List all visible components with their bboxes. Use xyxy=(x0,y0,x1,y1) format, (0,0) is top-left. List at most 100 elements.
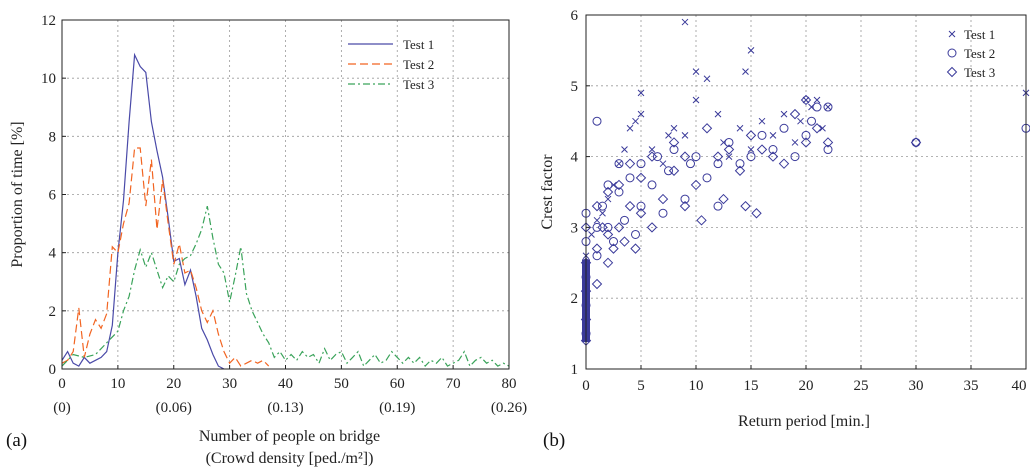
x-tick-label: 20 xyxy=(166,376,181,392)
data-point xyxy=(756,144,768,155)
y-axis-label: Proportion of time [%] xyxy=(9,121,26,267)
data-point xyxy=(608,243,619,254)
x-tick-label: 30 xyxy=(909,378,924,394)
x-tick-label: 80 xyxy=(502,376,517,392)
y-tick-label: 10 xyxy=(41,71,56,87)
data-point xyxy=(712,151,724,162)
data-point xyxy=(646,151,658,162)
y-tick-label: 12 xyxy=(41,13,56,29)
data-point xyxy=(668,165,680,176)
data-point xyxy=(780,110,788,118)
data-point xyxy=(800,137,812,148)
data-point xyxy=(625,173,635,183)
data-point xyxy=(824,103,832,111)
data-point xyxy=(603,222,613,232)
data-point xyxy=(778,158,790,169)
panel-label: (b) xyxy=(543,430,565,451)
data-point xyxy=(746,152,756,162)
x-secondary-tick-label: (0.06) xyxy=(156,400,192,416)
data-point xyxy=(779,123,789,133)
data-point xyxy=(822,137,834,148)
data-point xyxy=(653,152,662,162)
data-point xyxy=(592,251,602,261)
data-point xyxy=(592,222,602,232)
x-tick-label: 25 xyxy=(854,378,869,394)
data-point xyxy=(718,193,729,205)
data-point xyxy=(603,180,613,190)
data-point xyxy=(740,200,751,212)
legend-label: Test 1 xyxy=(403,37,434,52)
data-point xyxy=(609,237,618,247)
data-point xyxy=(647,180,657,190)
data-point xyxy=(734,165,746,176)
data-point xyxy=(735,159,745,169)
data-point xyxy=(614,187,624,197)
x-secondary-tick-label: (0.13) xyxy=(267,400,303,416)
data-point xyxy=(696,215,707,226)
data-point xyxy=(648,146,656,153)
data-point xyxy=(692,96,700,104)
x-axis-label-secondary: (Crowd density [ped./m²]) xyxy=(206,450,374,467)
legend-label: Test 3 xyxy=(403,77,434,92)
x-tick-label: 15 xyxy=(744,378,759,394)
data-point xyxy=(624,200,636,212)
x-tick-label: 30 xyxy=(222,376,237,392)
data-point xyxy=(790,152,800,162)
data-point xyxy=(742,68,749,75)
data-point xyxy=(679,151,691,162)
data-point xyxy=(591,278,603,290)
x-secondary-tick-label: (0) xyxy=(53,400,71,416)
x-tick-label: 40 xyxy=(278,376,293,392)
data-point xyxy=(632,117,639,125)
x-axis-label: Return period [min.] xyxy=(738,413,870,430)
data-point xyxy=(657,193,669,205)
data-point xyxy=(948,30,956,38)
data-point xyxy=(602,229,614,240)
y-tick-label: 2 xyxy=(571,291,579,307)
data-point xyxy=(745,130,757,141)
y-tick-label: 0 xyxy=(49,362,57,378)
data-point xyxy=(702,173,712,183)
data-point xyxy=(599,209,606,217)
data-point xyxy=(736,124,744,132)
data-point xyxy=(691,152,701,162)
data-point xyxy=(637,89,645,97)
data-point xyxy=(797,117,804,125)
data-point xyxy=(613,179,625,191)
data-point xyxy=(598,201,607,211)
x-tick-label: 10 xyxy=(689,378,704,394)
legend-label: Test 2 xyxy=(403,57,434,72)
plot-frame xyxy=(585,14,1027,370)
legend-label: Test 2 xyxy=(964,46,995,61)
data-point xyxy=(635,208,647,219)
data-point xyxy=(681,132,689,139)
data-point xyxy=(615,160,623,168)
data-point xyxy=(602,257,614,269)
y-tick-label: 8 xyxy=(49,129,57,145)
data-point xyxy=(626,124,634,132)
data-point xyxy=(591,200,603,212)
y-tick-label: 4 xyxy=(49,246,57,262)
chart-b: 0 5 10 15 20 25 30 35 40 1 2 3 4 5 6 Test 1 Test 2 Test 3… xyxy=(539,8,1030,451)
y-tick-label: 6 xyxy=(49,188,57,204)
data-point xyxy=(635,172,647,184)
data-point xyxy=(659,160,667,168)
x-tick-label: 0 xyxy=(582,378,590,394)
data-point xyxy=(713,159,723,169)
data-point xyxy=(789,108,801,120)
data-point xyxy=(725,153,733,160)
data-point xyxy=(946,66,958,78)
y-tick-label: 5 xyxy=(571,79,579,95)
data-point xyxy=(767,151,779,162)
data-point xyxy=(801,130,811,140)
data-point xyxy=(768,145,778,155)
data-point xyxy=(811,123,823,134)
data-point xyxy=(669,145,679,155)
legend-label: Test 1 xyxy=(964,27,995,42)
data-point xyxy=(723,144,735,155)
data-point xyxy=(791,139,799,146)
data-point xyxy=(819,124,826,132)
x-tick-label: 70 xyxy=(446,376,461,392)
y-axis-label: Crest factor xyxy=(539,154,556,230)
